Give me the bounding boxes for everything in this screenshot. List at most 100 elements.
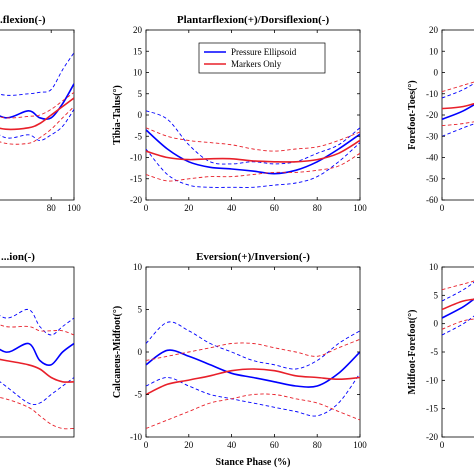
series-line-mean-0 [0,342,74,367]
legend: Pressure Ellipsoid Markers Only [198,42,326,74]
y-tick-label: -60 [426,195,438,205]
series-line-sd-1 [442,281,474,302]
y-axis-label: Calcaneus-Midfoot(°) [112,306,123,398]
y-tick-label: 0 [434,68,439,78]
series-line-mean-3 [0,97,74,131]
y-tick-label: 5 [434,290,439,300]
y-tick-label: -10 [130,432,142,442]
legend-label: Pressure Ellipsoid [231,47,297,57]
series-line-sd-5 [442,318,474,330]
series-line-mean-0 [442,298,474,319]
subplot-5: 0 20 40 60 80 100 10 5 0 -5 -10 Eversion(+)/Inversi… [112,251,367,468]
series-line-sd-5 [146,152,360,182]
series-line-sd-5 [146,393,360,429]
y-tick-label: 5 [138,305,143,315]
axes-box [441,266,474,438]
series-line-mean-3 [442,102,474,110]
series-line-sd-4 [442,81,474,93]
series-line-mean-3 [0,358,74,383]
x-axis-label: Stance Phase (%) [216,457,291,468]
series-line-mean-0 [0,83,74,120]
series-line-sd-4 [0,324,74,336]
y-axis-label: Tibia-Talus(°) [112,85,123,145]
y-tick-label: 0 [138,110,143,120]
series-line-sd-1 [146,110,360,165]
series-group [0,309,74,430]
subplot-title: Eversion(+)/Inversion(-) [196,251,310,263]
series-line-sd-4 [146,127,360,152]
axes-box [0,266,75,438]
y-tick-label: -20 [130,195,142,205]
legend-box [198,42,326,74]
subplot-3: 02020100-10-20-30-40-50-60PlantarForefoo… [407,25,474,213]
x-tick-label: 40 [227,440,237,450]
series-line-sd-2 [0,377,74,406]
series-line-sd-4 [146,338,360,361]
y-tick-label: 0 [434,319,439,329]
series-line-sd-2 [146,373,360,417]
x-tick-label: 20 [184,203,194,213]
y-tick-label: 20 [133,25,143,35]
y-tick-label: 10 [133,262,143,272]
y-tick-label: -5 [431,347,439,357]
x-tick-label: 60 [270,203,280,213]
y-tick-label: -20 [426,432,438,442]
y-tick-label: -5 [135,390,143,400]
y-tick-label: 10 [429,46,439,56]
series-line-mean-3 [146,139,360,163]
y-tick-label: -15 [130,174,142,184]
series-line-sd-2 [442,315,474,336]
series-group [0,52,74,145]
series-group [146,110,360,188]
series-line-mean-0 [146,129,360,175]
subplot-1: 80 100 ...flexion(-) [0,14,81,213]
series-line-sd-5 [442,121,474,127]
subplot-title: Plantarflexion(+)/Dorsiflexion(-) [177,14,330,26]
series-line-mean-0 [146,349,360,388]
y-tick-label: -50 [426,174,438,184]
axes-box [0,29,75,201]
x-tick-label: 80 [313,203,323,213]
series-line-sd-5 [0,106,74,145]
y-tick-label: -10 [130,153,142,163]
subplot-2: 0 20 40 60 80 100 20 15 10 5 0 -5 -10 -15 -20 Plantarfl… [112,14,367,213]
series-line-sd-5 [0,397,74,430]
series-line-sd-2 [442,123,474,137]
y-axis-label: Midfoot-Forefoot(°) [407,310,418,395]
y-tick-label: -30 [426,131,438,141]
series-line-sd-2 [146,142,360,188]
y-axis-label: Forefoot-Toes(°) [407,80,418,150]
x-tick-label: 80 [47,203,57,213]
series-line-sd-1 [146,321,360,370]
series-line-sd-1 [0,52,74,96]
y-tick-label: -40 [426,153,438,163]
series-line-sd-1 [442,82,474,99]
series-group [442,81,474,137]
series-line-mean-3 [146,368,360,396]
series-group [442,280,474,336]
series-line-sd-4 [0,91,74,119]
subplot-title: ...flexion(-) [0,14,46,26]
y-tick-label: 10 [133,68,143,78]
legend-label: Markers Only [231,59,282,69]
y-tick-label: -10 [426,89,438,99]
y-tick-label: 10 [429,262,439,272]
y-tick-label: -5 [135,131,143,141]
x-tick-label: 20 [184,440,194,450]
y-tick-label: -20 [426,110,438,120]
x-tick-label: 0 [440,440,445,450]
series-line-mean-0 [442,103,474,121]
subplot-title: ...ion(-) [1,251,35,263]
axes-box [441,29,474,201]
x-tick-label: 0 [144,440,149,450]
x-tick-label: 80 [313,440,323,450]
x-tick-label: 60 [270,440,280,450]
x-tick-label: 100 [353,203,367,213]
x-tick-label: 100 [353,440,367,450]
x-tick-label: 40 [227,203,237,213]
subplot-4: ...ion(-) [0,251,75,438]
series-line-sd-1 [0,309,74,336]
y-tick-label: -10 [426,375,438,385]
